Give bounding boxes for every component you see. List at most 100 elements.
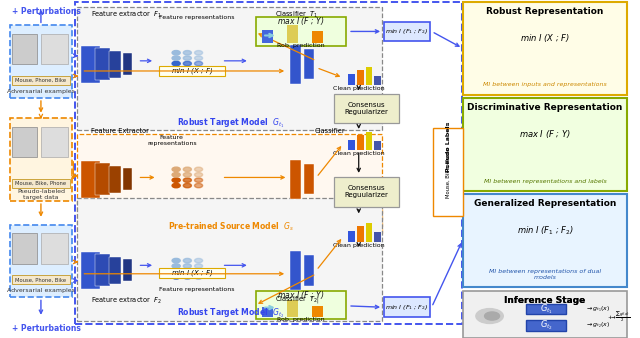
Text: Feature extractor  $F_1$: Feature extractor $F_1$: [91, 10, 161, 20]
Circle shape: [183, 269, 191, 274]
Text: Adversarial examples: Adversarial examples: [7, 89, 75, 94]
FancyBboxPatch shape: [290, 251, 301, 290]
Text: + Perturbations: + Perturbations: [12, 324, 81, 333]
Circle shape: [172, 274, 180, 279]
Text: MI between inputs and representations: MI between inputs and representations: [483, 82, 607, 87]
FancyBboxPatch shape: [262, 30, 273, 43]
Text: min $I$ ($F_1$ ; $F_2$): min $I$ ($F_1$ ; $F_2$): [385, 27, 428, 36]
Circle shape: [195, 259, 203, 263]
FancyBboxPatch shape: [463, 2, 627, 95]
FancyBboxPatch shape: [348, 74, 355, 85]
Text: Classifier  $T_{2|}$: Classifier $T_{2|}$: [275, 294, 319, 306]
FancyBboxPatch shape: [109, 257, 121, 284]
Circle shape: [172, 269, 180, 274]
Text: Pre-trained Source Model  $G_s$: Pre-trained Source Model $G_s$: [168, 221, 294, 233]
FancyBboxPatch shape: [122, 53, 132, 75]
FancyBboxPatch shape: [365, 67, 372, 85]
Circle shape: [172, 167, 180, 172]
Circle shape: [484, 312, 500, 320]
Text: Mouse, Phone, Bike: Mouse, Phone, Bike: [15, 78, 67, 83]
Text: + Perturbations: + Perturbations: [12, 7, 81, 16]
Circle shape: [183, 67, 191, 71]
FancyBboxPatch shape: [12, 76, 70, 84]
Circle shape: [172, 51, 180, 55]
Circle shape: [172, 56, 180, 61]
Circle shape: [172, 172, 180, 177]
Circle shape: [183, 172, 191, 177]
FancyBboxPatch shape: [374, 76, 381, 85]
FancyBboxPatch shape: [95, 163, 110, 195]
Text: MI between representations of dual
models: MI between representations of dual model…: [489, 269, 601, 280]
FancyBboxPatch shape: [525, 320, 566, 331]
FancyBboxPatch shape: [12, 275, 70, 284]
FancyBboxPatch shape: [348, 140, 355, 150]
Circle shape: [183, 167, 191, 172]
FancyBboxPatch shape: [12, 127, 36, 157]
Circle shape: [195, 183, 203, 188]
Text: Classifier: Classifier: [315, 128, 346, 135]
FancyBboxPatch shape: [159, 268, 225, 278]
FancyBboxPatch shape: [357, 135, 364, 150]
Text: Mouse, Bike, Phone: Mouse, Bike, Phone: [446, 147, 451, 198]
FancyBboxPatch shape: [365, 223, 372, 242]
Text: Inference Stage: Inference Stage: [504, 296, 586, 305]
Text: Generalized Representation: Generalized Representation: [474, 199, 616, 209]
Text: $\rightarrow g_{t_2}(x)$: $\rightarrow g_{t_2}(x)$: [585, 320, 611, 330]
FancyBboxPatch shape: [334, 177, 399, 207]
Text: min $I$ ($F_1$ ; $F_2$): min $I$ ($F_1$ ; $F_2$): [516, 225, 573, 237]
FancyBboxPatch shape: [10, 225, 72, 297]
Circle shape: [195, 62, 203, 66]
Text: min $I$ ($X$ ; $F$): min $I$ ($X$ ; $F$): [520, 32, 570, 44]
FancyBboxPatch shape: [122, 168, 132, 190]
Circle shape: [172, 62, 180, 66]
FancyBboxPatch shape: [81, 46, 100, 83]
FancyBboxPatch shape: [109, 51, 121, 78]
FancyBboxPatch shape: [383, 22, 430, 41]
FancyBboxPatch shape: [95, 254, 110, 286]
Text: Pseudo-labeled
target data: Pseudo-labeled target data: [17, 189, 65, 200]
Circle shape: [195, 167, 203, 172]
FancyBboxPatch shape: [41, 233, 68, 264]
Text: Robust Target Model  $G_{t_1}$: Robust Target Model $G_{t_1}$: [177, 116, 285, 130]
Text: $G_{t_1}$: $G_{t_1}$: [540, 302, 553, 316]
FancyBboxPatch shape: [334, 94, 399, 123]
Circle shape: [172, 183, 180, 188]
Text: Clean prediction: Clean prediction: [333, 151, 385, 156]
Text: Rob. prediction: Rob. prediction: [277, 43, 324, 48]
FancyBboxPatch shape: [433, 128, 463, 216]
Circle shape: [172, 178, 180, 183]
FancyBboxPatch shape: [287, 300, 298, 317]
Circle shape: [172, 67, 180, 71]
Text: Classifier  $T_1$: Classifier $T_1$: [275, 10, 317, 20]
Text: Mouse, Phone, Bike: Mouse, Phone, Bike: [15, 277, 67, 282]
FancyBboxPatch shape: [348, 231, 355, 242]
FancyBboxPatch shape: [12, 179, 70, 188]
FancyBboxPatch shape: [159, 66, 225, 76]
Text: $G_{t_2}$: $G_{t_2}$: [540, 318, 553, 332]
FancyBboxPatch shape: [41, 34, 68, 64]
FancyBboxPatch shape: [304, 164, 314, 194]
Circle shape: [183, 178, 191, 183]
FancyBboxPatch shape: [463, 194, 627, 287]
Text: Adversarial examples: Adversarial examples: [7, 288, 75, 293]
FancyBboxPatch shape: [77, 134, 382, 233]
Circle shape: [195, 56, 203, 61]
Text: $+\!\!\rightarrow\!\frac{\sum g_t(x)}{2}$: $+\!\!\rightarrow\!\frac{\sum g_t(x)}{2}…: [607, 310, 630, 324]
FancyBboxPatch shape: [77, 7, 382, 130]
Text: max $I$ ($F$ ; $Y$): max $I$ ($F$ ; $Y$): [277, 289, 324, 301]
Text: min $I$ ($F_1$ ; $F_2$): min $I$ ($F_1$ ; $F_2$): [385, 303, 428, 312]
Text: Clean prediction: Clean prediction: [333, 243, 385, 248]
FancyBboxPatch shape: [383, 297, 430, 317]
Text: max $I$ ($F$ ; $Y$): max $I$ ($F$ ; $Y$): [519, 128, 571, 141]
Text: max $I$ ($F$ ; $Y$): max $I$ ($F$ ; $Y$): [277, 15, 324, 27]
FancyBboxPatch shape: [12, 233, 36, 264]
Circle shape: [195, 274, 203, 279]
Circle shape: [183, 183, 191, 188]
FancyBboxPatch shape: [374, 141, 381, 150]
FancyBboxPatch shape: [365, 132, 372, 150]
Circle shape: [195, 172, 203, 177]
Text: Feature Extractor: Feature Extractor: [91, 128, 148, 135]
FancyBboxPatch shape: [10, 25, 72, 98]
FancyBboxPatch shape: [304, 255, 314, 286]
FancyBboxPatch shape: [109, 166, 121, 193]
